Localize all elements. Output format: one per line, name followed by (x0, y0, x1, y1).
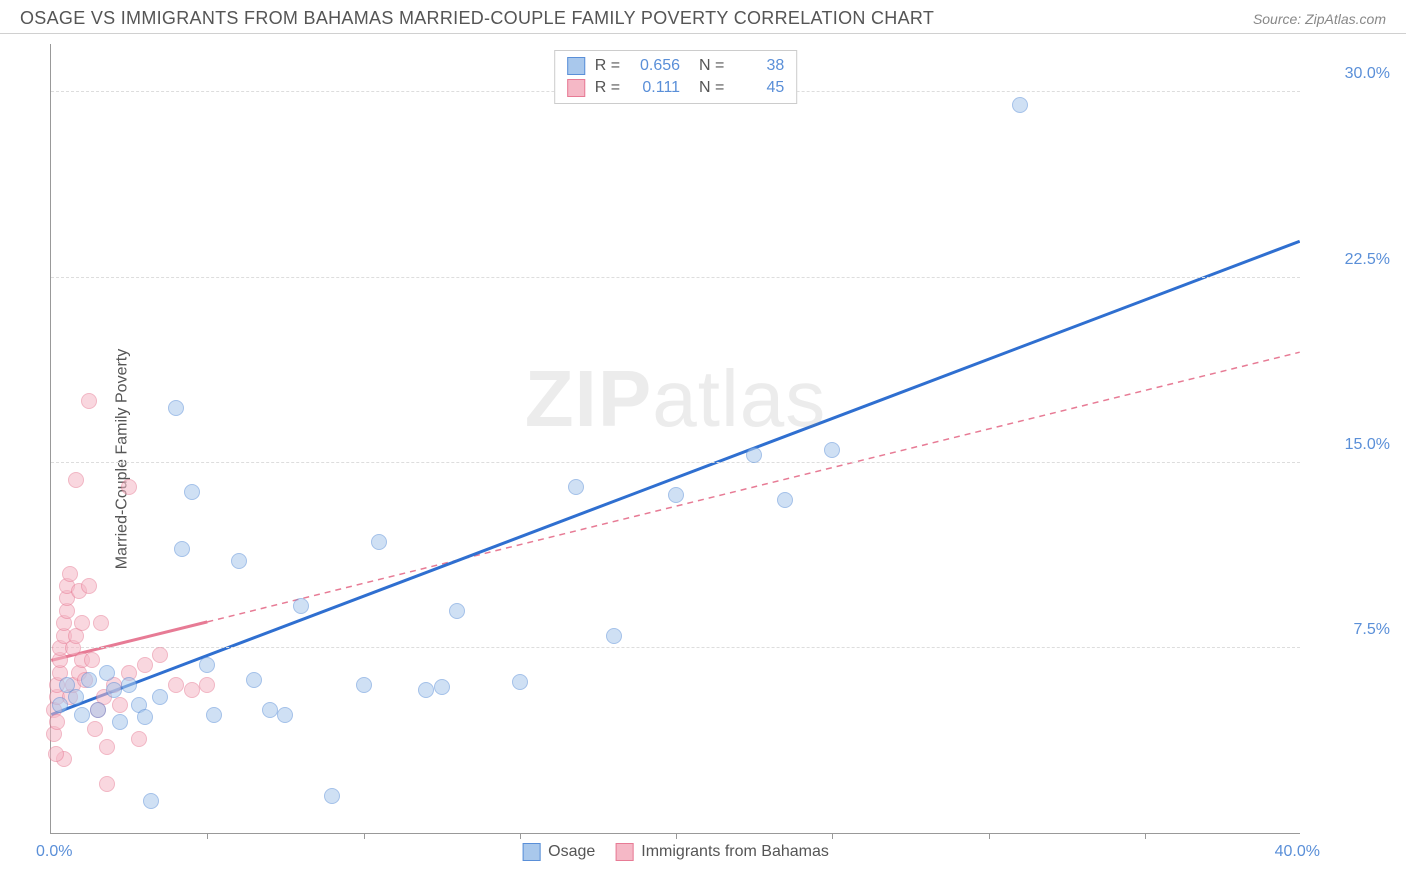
data-point (84, 652, 100, 668)
legend-swatch-icon (615, 843, 633, 861)
y-tick-label: 30.0% (1310, 65, 1390, 83)
legend-row: R = 0.111 N = 45 (567, 77, 785, 99)
data-point (81, 578, 97, 594)
data-point (174, 541, 190, 557)
legend-r-value: 0.656 (630, 57, 680, 75)
data-point (48, 746, 64, 762)
data-point (68, 472, 84, 488)
legend-swatch-osage (567, 57, 585, 75)
data-point (99, 739, 115, 755)
data-point (824, 442, 840, 458)
data-point (81, 393, 97, 409)
data-point (131, 731, 147, 747)
x-tick-mark (364, 833, 365, 839)
x-tick-mark (989, 833, 990, 839)
data-point (152, 689, 168, 705)
data-point (746, 447, 762, 463)
data-point (262, 702, 278, 718)
data-point (356, 677, 372, 693)
legend-label: Immigrants from Bahamas (641, 843, 829, 861)
data-point (49, 714, 65, 730)
chart-source: Source: ZipAtlas.com (1253, 11, 1386, 27)
legend-label: Osage (548, 843, 595, 861)
plot-area: R = 0.656 N = 38 R = 0.111 N = 45 ZIPatl… (50, 44, 1300, 834)
data-point (184, 682, 200, 698)
data-point (137, 709, 153, 725)
data-point (568, 479, 584, 495)
legend-stats: R = 0.656 N = 38 R = 0.111 N = 45 (554, 50, 798, 104)
x-tick-mark (832, 833, 833, 839)
legend-row: R = 0.656 N = 38 (567, 55, 785, 77)
data-point (87, 721, 103, 737)
gridline-h (51, 647, 1300, 648)
y-tick-label: 15.0% (1310, 436, 1390, 454)
watermark: ZIPatlas (525, 353, 826, 445)
x-tick-mark (520, 833, 521, 839)
data-point (99, 776, 115, 792)
legend-swatch-icon (522, 843, 540, 861)
data-point (184, 484, 200, 500)
data-point (206, 707, 222, 723)
data-point (90, 702, 106, 718)
data-point (246, 672, 262, 688)
data-point (137, 657, 153, 673)
data-point (68, 689, 84, 705)
data-point (152, 647, 168, 663)
legend-series: Osage Immigrants from Bahamas (522, 843, 829, 861)
data-point (606, 628, 622, 644)
legend-r-label: R = (595, 57, 620, 75)
data-point (199, 677, 215, 693)
data-point (293, 598, 309, 614)
data-point (324, 788, 340, 804)
data-point (143, 793, 159, 809)
legend-item: Immigrants from Bahamas (615, 843, 829, 861)
data-point (668, 487, 684, 503)
data-point (121, 677, 137, 693)
data-point (112, 714, 128, 730)
chart-title: OSAGE VS IMMIGRANTS FROM BAHAMAS MARRIED… (20, 8, 934, 29)
x-axis-min-label: 0.0% (36, 843, 72, 861)
legend-n-value: 38 (734, 57, 784, 75)
data-point (52, 697, 68, 713)
data-point (231, 553, 247, 569)
data-point (74, 707, 90, 723)
gridline-h (51, 462, 1300, 463)
data-point (168, 677, 184, 693)
data-point (449, 603, 465, 619)
legend-r-label: R = (595, 79, 620, 97)
data-point (168, 400, 184, 416)
legend-item: Osage (522, 843, 595, 861)
data-point (199, 657, 215, 673)
y-tick-label: 7.5% (1310, 621, 1390, 639)
x-axis-max-label: 40.0% (1275, 843, 1320, 861)
data-point (62, 566, 78, 582)
data-point (121, 479, 137, 495)
legend-n-label: N = (690, 57, 724, 75)
legend-r-value: 0.111 (630, 79, 680, 97)
data-point (106, 682, 122, 698)
data-point (777, 492, 793, 508)
data-point (371, 534, 387, 550)
trend-lines (51, 44, 1300, 833)
data-point (418, 682, 434, 698)
gridline-h (51, 277, 1300, 278)
x-tick-mark (1145, 833, 1146, 839)
data-point (81, 672, 97, 688)
legend-swatch-bahamas (567, 79, 585, 97)
y-tick-label: 22.5% (1310, 251, 1390, 269)
data-point (277, 707, 293, 723)
x-tick-mark (207, 833, 208, 839)
data-point (1012, 97, 1028, 113)
data-point (99, 665, 115, 681)
x-tick-mark (676, 833, 677, 839)
data-point (112, 697, 128, 713)
legend-n-value: 45 (734, 79, 784, 97)
chart-header: OSAGE VS IMMIGRANTS FROM BAHAMAS MARRIED… (0, 0, 1406, 34)
data-point (512, 674, 528, 690)
chart-container: Married-Couple Family Poverty R = 0.656 … (0, 34, 1406, 884)
data-point (434, 679, 450, 695)
legend-n-label: N = (690, 79, 724, 97)
data-point (74, 615, 90, 631)
data-point (93, 615, 109, 631)
